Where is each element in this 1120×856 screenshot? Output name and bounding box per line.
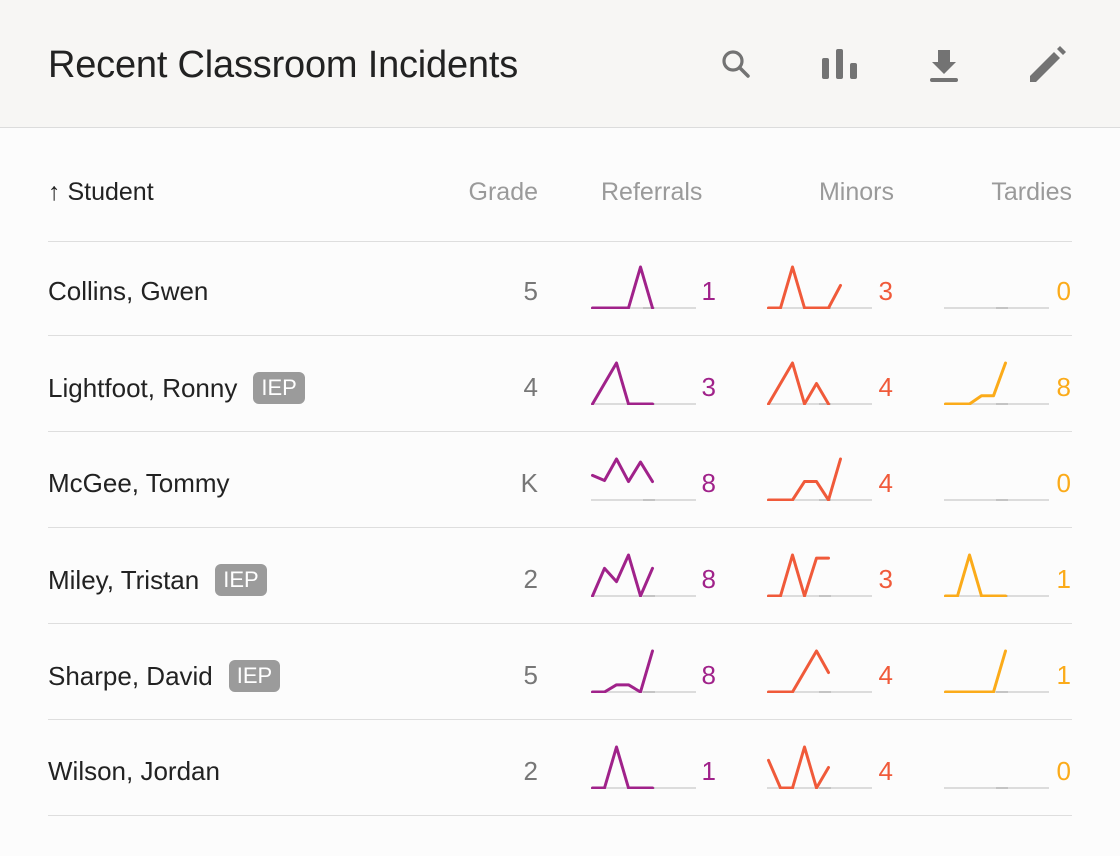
minors-sparkline (767, 745, 872, 789)
minors-sparkline (767, 649, 872, 693)
referrals-total: 8 (701, 468, 716, 498)
divider (48, 815, 1072, 816)
referrals-trend-line (591, 745, 654, 789)
minors-total: 4 (878, 468, 893, 498)
tardies-total: 0 (1056, 468, 1071, 498)
referrals-total: 1 (701, 756, 716, 786)
minors-trend-line (767, 361, 830, 405)
student-name[interactable]: Collins, Gwen (48, 276, 209, 306)
minors-sparkline (767, 265, 872, 309)
column-header-grade[interactable]: Grade (468, 178, 538, 206)
minors-trend-line (767, 745, 830, 789)
tardies-trend-line (944, 361, 1007, 405)
referrals-sparkline (591, 553, 696, 597)
tardies-sparkline (944, 361, 1049, 405)
iep-badge: IEP (253, 372, 305, 404)
download-icon[interactable] (924, 44, 964, 84)
referrals-total: 3 (701, 372, 716, 402)
sort-ascending-icon: ↑ (48, 178, 61, 206)
minors-trend-line (767, 457, 842, 501)
referrals-total: 8 (701, 564, 716, 594)
table-row[interactable]: McGee, Tommy K 8 4 0 (0, 434, 1120, 530)
referrals-trend-line (591, 649, 654, 693)
iep-badge: IEP (228, 660, 281, 692)
minors-trend-line (767, 649, 830, 693)
minors-sparkline (767, 361, 872, 405)
header-bar: Recent Classroom Incidents (0, 0, 1120, 128)
divider (48, 527, 1072, 528)
minors-trend-line (767, 553, 830, 597)
tardies-total: 1 (1056, 660, 1071, 690)
tardies-total: 1 (1056, 564, 1071, 594)
divider (48, 719, 1072, 720)
referrals-trend-line (591, 265, 654, 309)
column-header-referrals[interactable]: Referrals (601, 178, 703, 206)
referrals-trend-line (591, 457, 654, 484)
iep-badge: IEP (215, 564, 267, 596)
student-name[interactable]: Lightfoot, Ronny IEP (48, 372, 305, 404)
divider (48, 431, 1072, 432)
tardies-total: 0 (1056, 756, 1071, 786)
tardies-total: 8 (1056, 372, 1071, 402)
referrals-trend-line (591, 553, 654, 597)
referrals-sparkline (591, 457, 696, 501)
grade-value: 4 (523, 372, 538, 402)
minors-total: 3 (878, 564, 893, 594)
minors-total: 4 (878, 372, 893, 402)
table-row[interactable]: Sharpe, David IEP 5 8 4 1 (0, 626, 1120, 722)
minors-trend-line (767, 265, 842, 309)
grade-value: K (520, 468, 538, 498)
referrals-sparkline (591, 745, 696, 789)
grade-value: 2 (523, 564, 538, 594)
grade-value: 5 (523, 276, 538, 306)
student-name[interactable]: McGee, Tommy (48, 468, 230, 498)
referrals-sparkline (591, 265, 696, 309)
minors-total: 4 (878, 660, 893, 690)
tardies-sparkline (944, 499, 1049, 501)
divider (48, 241, 1072, 242)
minors-sparkline (767, 457, 872, 501)
search-icon[interactable] (717, 44, 757, 84)
tardies-sparkline (944, 553, 1049, 597)
tardies-total: 0 (1056, 276, 1071, 306)
referrals-sparkline (591, 649, 696, 693)
column-header-tardies[interactable]: Tardies (991, 178, 1072, 206)
referrals-total: 1 (701, 276, 716, 306)
minors-sparkline (767, 553, 872, 597)
referrals-total: 8 (701, 660, 716, 690)
referrals-trend-line (591, 361, 654, 405)
table-row[interactable]: Wilson, Jordan 2 1 4 0 (0, 722, 1120, 818)
referrals-sparkline (591, 361, 696, 405)
minors-total: 4 (878, 756, 893, 786)
divider (48, 335, 1072, 336)
edit-icon[interactable] (1028, 44, 1068, 84)
page-title: Recent Classroom Incidents (48, 44, 519, 86)
student-name[interactable]: Sharpe, David IEP (48, 660, 281, 692)
student-name[interactable]: Miley, Tristan IEP (48, 564, 267, 596)
bar-chart-icon[interactable] (820, 44, 860, 84)
column-header-student[interactable]: ↑ Student (48, 178, 154, 206)
divider (48, 623, 1072, 624)
table-row[interactable]: Lightfoot, Ronny IEP 4 3 4 8 (0, 338, 1120, 434)
grade-value: 5 (523, 660, 538, 690)
minors-total: 3 (878, 276, 893, 306)
tardies-sparkline (944, 649, 1049, 693)
tardies-trend-line (944, 553, 1007, 597)
table-row[interactable]: Collins, Gwen 5 1 3 0 (0, 242, 1120, 338)
tardies-sparkline (944, 307, 1049, 309)
column-header-minors[interactable]: Minors (818, 178, 894, 206)
grade-value: 2 (523, 756, 538, 786)
tardies-trend-line (944, 649, 1007, 693)
student-name[interactable]: Wilson, Jordan (48, 756, 220, 786)
table-row[interactable]: Miley, Tristan IEP 2 8 3 1 (0, 530, 1120, 626)
tardies-sparkline (944, 787, 1049, 789)
